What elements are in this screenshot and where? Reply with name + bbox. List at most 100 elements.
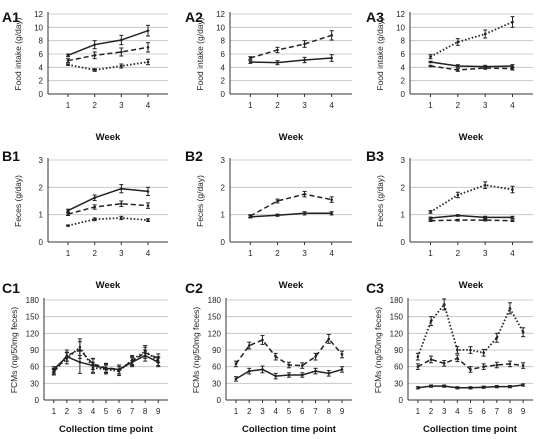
x-tick-label: 8 bbox=[508, 407, 513, 416]
x-tick-label: 4 bbox=[274, 407, 279, 416]
x-tick-label: 1 bbox=[66, 249, 71, 258]
data-point bbox=[456, 348, 459, 352]
y-tick-label: 2 bbox=[221, 77, 226, 86]
y-axis-label: Food intake (g/day) bbox=[375, 17, 385, 90]
data-point bbox=[508, 385, 512, 388]
x-tick-label: 3 bbox=[78, 407, 83, 416]
x-tick-label: 1 bbox=[66, 101, 71, 110]
y-tick-label: 60 bbox=[212, 363, 221, 372]
data-point bbox=[429, 55, 432, 58]
y-axis-label: Feces (g/day) bbox=[195, 175, 205, 227]
panel-label-a1: A1 bbox=[2, 9, 20, 25]
series-solid bbox=[248, 211, 334, 219]
x-tick-label: 5 bbox=[287, 407, 292, 416]
data-point bbox=[456, 214, 460, 217]
x-tick-label: 9 bbox=[521, 407, 526, 416]
panel-b2: B2 0 1 2 3 1 2 3 4 Week Feces (g/day) bbox=[185, 148, 352, 291]
panel-label-c3: C3 bbox=[366, 280, 384, 296]
x-tick-label: 4 bbox=[329, 249, 334, 258]
data-point bbox=[276, 61, 279, 64]
data-point bbox=[456, 357, 459, 360]
x-tick-label: 2 bbox=[92, 249, 97, 258]
y-tick-label: 180 bbox=[208, 296, 222, 305]
y-tick-label: 4 bbox=[401, 63, 406, 72]
y-tick-label: 30 bbox=[394, 379, 403, 388]
data-point bbox=[66, 54, 70, 57]
data-point bbox=[234, 377, 238, 381]
data-point bbox=[442, 384, 446, 388]
panel-label-a2: A2 bbox=[185, 9, 203, 25]
y-tick-label: 6 bbox=[401, 50, 406, 59]
series-dotted bbox=[428, 16, 515, 60]
data-point bbox=[146, 218, 150, 222]
series-dashed bbox=[415, 354, 526, 373]
data-point bbox=[276, 48, 279, 52]
y-tick-label: 12 bbox=[216, 10, 225, 19]
y-tick-label: 0 bbox=[221, 238, 226, 247]
x-tick-label: 2 bbox=[247, 407, 252, 416]
x-tick-label: 6 bbox=[481, 407, 486, 416]
series-solid bbox=[428, 214, 515, 220]
x-tick-label: 6 bbox=[117, 407, 122, 416]
y-axis-label: FCMs (ng/50mg feces) bbox=[191, 307, 201, 394]
series-dashed bbox=[248, 30, 334, 60]
panel-b3: B3 0 1 2 3 1 2 3 4 Week Feces (g/day) bbox=[366, 148, 533, 291]
data-point bbox=[249, 60, 252, 64]
y-tick-label: 10 bbox=[216, 23, 225, 32]
data-point bbox=[521, 383, 525, 387]
x-tick-label: 2 bbox=[275, 101, 280, 110]
y-tick-label: 10 bbox=[34, 23, 43, 32]
data-point bbox=[483, 66, 487, 70]
y-tick-label: 1 bbox=[221, 211, 226, 220]
series-line bbox=[250, 57, 332, 64]
data-point bbox=[327, 337, 331, 341]
data-point bbox=[442, 303, 446, 306]
x-tick-label: 3 bbox=[119, 249, 124, 258]
y-tick-label: 4 bbox=[39, 63, 44, 72]
data-point bbox=[521, 364, 525, 367]
y-tick-label: 1 bbox=[401, 211, 406, 220]
data-point bbox=[78, 345, 82, 349]
data-point bbox=[249, 215, 252, 219]
data-point bbox=[146, 190, 150, 193]
series-line bbox=[235, 337, 343, 367]
x-tick-label: 2 bbox=[92, 101, 97, 110]
x-tick-label: 1 bbox=[428, 249, 433, 258]
data-point bbox=[482, 365, 485, 368]
data-point bbox=[93, 68, 96, 72]
series-line bbox=[67, 217, 149, 227]
data-point bbox=[303, 58, 306, 62]
y-tick-label: 2 bbox=[401, 77, 406, 86]
series-line bbox=[430, 65, 513, 71]
y-tick-label: 90 bbox=[394, 346, 403, 355]
x-tick-label: 2 bbox=[429, 407, 434, 416]
series-dotted bbox=[51, 338, 161, 377]
y-tick-label: 120 bbox=[26, 329, 40, 338]
y-tick-label: 6 bbox=[39, 50, 44, 59]
y-tick-label: 2 bbox=[39, 183, 44, 192]
data-point bbox=[442, 362, 446, 365]
series-solid bbox=[415, 383, 526, 390]
x-axis-label: Collection time point bbox=[59, 424, 154, 435]
data-point bbox=[330, 34, 333, 37]
y-tick-label: 2 bbox=[221, 183, 226, 192]
series-line bbox=[250, 34, 332, 59]
series-line bbox=[430, 61, 513, 68]
x-tick-label: 9 bbox=[340, 407, 345, 416]
data-point bbox=[66, 224, 70, 227]
data-point bbox=[469, 386, 472, 390]
y-tick-label: 30 bbox=[30, 379, 39, 388]
data-point bbox=[416, 386, 420, 390]
y-tick-label: 0 bbox=[39, 238, 44, 247]
data-point bbox=[330, 212, 333, 215]
x-axis-label: Collection time point bbox=[242, 424, 337, 435]
x-tick-label: 4 bbox=[510, 249, 515, 258]
y-tick-label: 0 bbox=[399, 396, 404, 405]
data-point bbox=[483, 218, 487, 222]
series-dashed bbox=[66, 200, 150, 216]
data-point bbox=[146, 29, 150, 32]
x-axis-label: Week bbox=[279, 280, 304, 291]
